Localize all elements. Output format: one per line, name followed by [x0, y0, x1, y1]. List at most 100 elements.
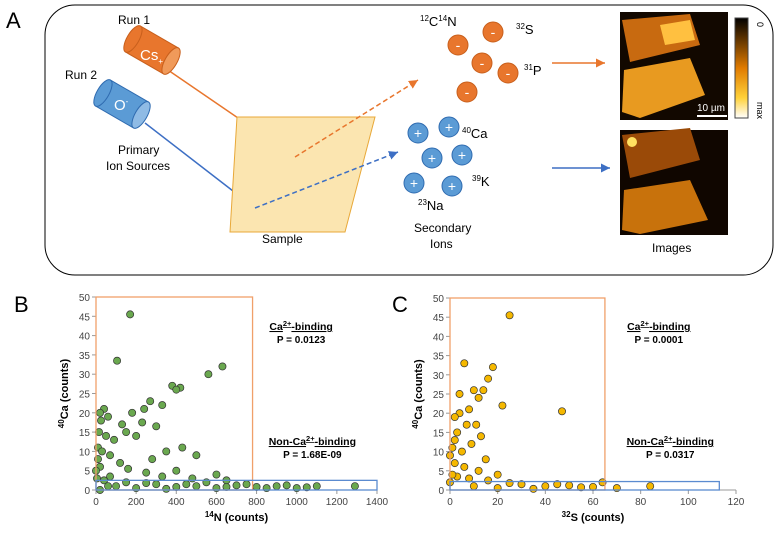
ion-charge: - [506, 65, 511, 81]
label-sup: 14 [205, 510, 214, 519]
point [558, 407, 566, 416]
point [97, 416, 105, 425]
ion-source [93, 79, 151, 129]
ion-charge: + [414, 125, 422, 141]
point [218, 362, 227, 371]
point [529, 484, 538, 493]
x-axis-label: 32S (counts) [562, 510, 625, 524]
ion-label: 31P [524, 63, 542, 78]
annotation: Non-Ca2+-binding [269, 434, 356, 448]
point [505, 311, 514, 320]
point [469, 386, 478, 395]
y-tick-label: 5 [84, 467, 90, 478]
point [212, 470, 221, 479]
colorbar-label: 0 [755, 22, 765, 27]
ion-charge: + [428, 150, 436, 166]
run-label: Run 2 [65, 68, 97, 82]
point [162, 447, 171, 456]
colorbar [734, 17, 749, 119]
point [481, 455, 490, 464]
y-tick-label: 15 [433, 428, 445, 439]
label-sup: 40 [57, 419, 66, 428]
point [498, 401, 507, 410]
ion-charge: - [491, 24, 496, 40]
scale-bar-label: 10 µm [697, 103, 725, 114]
label-text: Ca (counts) [413, 359, 425, 420]
y-axis-label: 40Ca (counts) [57, 358, 71, 428]
ion [441, 175, 463, 197]
x-tick-label: 800 [248, 497, 265, 508]
x-tick-label: 200 [128, 497, 145, 508]
p-value: P = 0.0123 [277, 335, 326, 346]
ion-source [123, 25, 181, 75]
ion [403, 172, 425, 194]
annotation-part: 2+ [283, 319, 292, 328]
point [172, 466, 181, 475]
point [646, 482, 655, 491]
y-tick-label: 50 [433, 294, 445, 305]
point [158, 401, 167, 410]
x-tick-label: 100 [680, 497, 697, 508]
chart: B 0 200 400 600 800 1000 1200 1400 0 5 10 15 20 25 30 35… [14, 292, 389, 524]
ion-image [620, 128, 728, 235]
y-tick-label: 20 [433, 409, 445, 420]
point [457, 447, 466, 456]
y-tick-label: 20 [79, 409, 91, 420]
ion-charge: - [465, 84, 470, 100]
ion [471, 52, 493, 74]
ion [447, 34, 469, 56]
annotation-part: Ca [627, 321, 641, 333]
point [460, 463, 469, 471]
point [505, 479, 514, 488]
point [455, 390, 464, 398]
ion-image [620, 12, 728, 120]
ion [497, 62, 519, 84]
point [118, 420, 127, 429]
panel-label: C [392, 292, 408, 317]
x-tick-label: 1000 [286, 497, 309, 508]
caption: Images [652, 241, 691, 255]
annotation-part: 2+ [306, 434, 315, 443]
point [192, 482, 201, 491]
p-value: P = 0.0001 [635, 335, 684, 346]
y-tick-label: 25 [79, 390, 91, 401]
point [162, 484, 171, 493]
point [465, 405, 474, 414]
x-tick-label: 80 [635, 497, 647, 508]
ion-charge: + [458, 147, 466, 163]
label-text: Ca (counts) [59, 358, 71, 419]
point [138, 418, 147, 427]
point [172, 385, 181, 394]
ion-charge: + [445, 119, 453, 135]
colorbar-label: max [755, 102, 765, 120]
point [302, 483, 311, 492]
point [106, 451, 115, 460]
ion [456, 81, 478, 103]
point [146, 397, 155, 406]
x-tick-label: 60 [587, 497, 599, 508]
p-value: P = 0.0317 [646, 450, 695, 461]
point [178, 443, 187, 452]
point [350, 482, 359, 491]
point [462, 420, 471, 429]
chart: C 0 20 40 60 80 100 120 0 5 10 15 20 25 30 35 40 45 50 32S … [392, 292, 745, 524]
beam [254, 151, 399, 209]
x-tick-label: 1200 [326, 497, 349, 508]
y-tick-label: 5 [438, 467, 444, 478]
annotation-part: Non-Ca [269, 436, 306, 448]
point [124, 464, 133, 473]
point [541, 482, 550, 491]
y-tick-label: 40 [433, 332, 445, 343]
label-text: N (counts) [214, 512, 269, 524]
point [450, 459, 459, 468]
point [450, 413, 459, 421]
y-tick-label: 25 [433, 390, 445, 401]
point [152, 422, 161, 431]
y-tick-label: 45 [79, 312, 91, 323]
y-tick-label: 40 [79, 332, 91, 343]
caption: Primary [118, 143, 159, 157]
annotation-part: Ca [269, 321, 283, 333]
ion-label: 40Ca [462, 126, 488, 141]
